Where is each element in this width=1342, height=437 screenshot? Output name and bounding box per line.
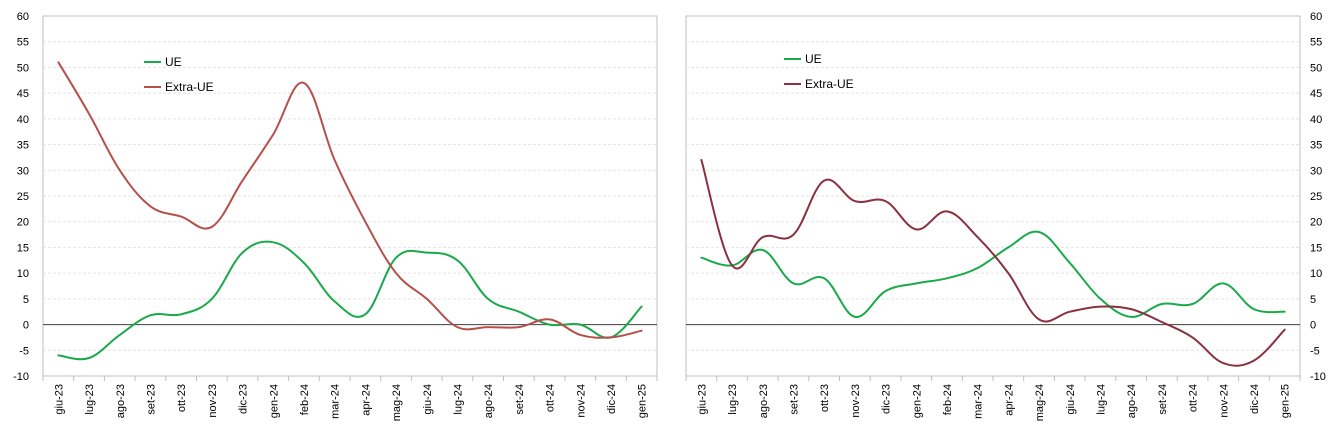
- x-tick-label: ago-24: [1126, 384, 1138, 418]
- y-tick-label: 55: [1310, 37, 1322, 49]
- x-tick-label: lug-24: [452, 384, 464, 415]
- y-tick-label: 15: [1310, 242, 1322, 254]
- x-tick-label: ago-23: [758, 384, 770, 418]
- x-tick-label: dic-24: [1249, 384, 1261, 414]
- y-tick-label: 10: [17, 268, 29, 280]
- y-tick-label: -10: [13, 371, 29, 383]
- y-tick-label: 50: [1310, 62, 1322, 74]
- x-tick-label: set-23: [145, 384, 157, 415]
- y-tick-label: 10: [1310, 268, 1322, 280]
- x-tick-label: dic-23: [881, 384, 893, 414]
- x-tick-label: nov-23: [850, 384, 862, 418]
- x-tick-label: lug-23: [727, 384, 739, 415]
- x-tick-label: lug-24: [1095, 384, 1107, 415]
- x-tick-label: giu-23: [696, 384, 708, 415]
- y-tick-label: 15: [17, 242, 29, 254]
- legend-label: UE: [165, 55, 182, 69]
- x-tick-label: mar-24: [330, 384, 342, 419]
- y-tick-label: -10: [1310, 371, 1326, 383]
- y-tick-label: -5: [1310, 345, 1320, 357]
- x-tick-label: lug-23: [84, 384, 96, 415]
- x-tick-label: feb-24: [942, 384, 954, 415]
- x-tick-label: dic-24: [606, 384, 618, 414]
- y-tick-label: 60: [1310, 11, 1322, 23]
- x-tick-label: set-23: [788, 384, 800, 415]
- x-tick-label: ott-23: [819, 384, 831, 412]
- y-tick-label: 45: [1310, 88, 1322, 100]
- x-tick-label: gen-24: [911, 384, 923, 418]
- y-tick-label: 0: [1310, 320, 1316, 332]
- legend-label: Extra-UE: [805, 77, 854, 91]
- y-tick-label: 35: [1310, 140, 1322, 152]
- x-tick-label: giu-23: [53, 384, 65, 415]
- y-tick-label: 30: [17, 165, 29, 177]
- x-tick-label: nov-24: [575, 384, 587, 418]
- x-tick-label: set-24: [514, 384, 526, 415]
- x-tick-label: apr-24: [360, 384, 372, 416]
- y-tick-label: 50: [17, 62, 29, 74]
- x-tick-label: gen-25: [637, 384, 649, 418]
- left-chart: -10 -5 0 5 10 15 20 25 30 35 40 45 50 55 60 giu-23 lug-2…: [13, 11, 658, 421]
- y-tick-label: 5: [23, 294, 29, 306]
- x-tick-label: nov-23: [207, 384, 219, 418]
- x-tick-label: nov-24: [1218, 384, 1230, 418]
- y-tick-label: 55: [17, 37, 29, 49]
- x-tick-label: mag-24: [391, 384, 403, 421]
- y-tick-label: 35: [17, 140, 29, 152]
- y-tick-label: 45: [17, 88, 29, 100]
- x-tick-label: mar-24: [973, 384, 985, 419]
- series-line-ue: [57, 240, 643, 361]
- x-tick-label: apr-24: [1003, 384, 1015, 416]
- y-tick-label: 40: [17, 114, 29, 126]
- x-tick-label: ott-24: [1188, 384, 1200, 412]
- x-tick-label: ott-23: [176, 384, 188, 412]
- legend-label: UE: [805, 52, 822, 66]
- y-tick-label: 20: [1310, 217, 1322, 229]
- y-tick-label: -5: [19, 345, 29, 357]
- series-line-extra-ue: [700, 159, 1286, 367]
- y-tick-label: 0: [23, 320, 29, 332]
- series-line-ue: [700, 230, 1286, 318]
- x-tick-label: mag-24: [1034, 384, 1046, 421]
- x-tick-label: ago-23: [115, 384, 127, 418]
- x-tick-label: gen-24: [268, 384, 280, 418]
- series-line-extra-ue: [57, 61, 643, 339]
- x-tick-label: giu-24: [1065, 384, 1077, 415]
- y-tick-label: 25: [1310, 191, 1322, 203]
- x-tick-label: ott-24: [545, 384, 557, 412]
- x-tick-label: gen-25: [1280, 384, 1292, 418]
- legend-label: Extra-UE: [165, 80, 214, 94]
- y-tick-label: 25: [17, 191, 29, 203]
- y-tick-label: 5: [1310, 294, 1316, 306]
- x-tick-label: ago-24: [483, 384, 495, 418]
- x-tick-label: dic-23: [238, 384, 250, 414]
- y-tick-label: 60: [17, 11, 29, 23]
- x-tick-label: feb-24: [299, 384, 311, 415]
- x-tick-label: set-24: [1157, 384, 1169, 415]
- x-tick-label: giu-24: [422, 384, 434, 415]
- right-chart: -10 -5 0 5 10 15 20 25 30 35 40 45 50 55 60 giu-23 lug-2…: [685, 11, 1326, 421]
- y-tick-label: 40: [1310, 114, 1322, 126]
- y-tick-label: 20: [17, 217, 29, 229]
- y-tick-label: 30: [1310, 165, 1322, 177]
